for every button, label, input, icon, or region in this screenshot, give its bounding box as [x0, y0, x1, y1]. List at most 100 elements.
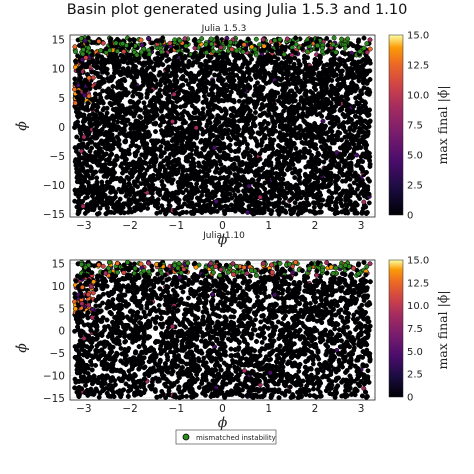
scatter-point — [257, 121, 263, 127]
scatter-point — [72, 187, 78, 193]
scatter-point — [155, 81, 160, 87]
scatter-point — [142, 152, 148, 157]
scatter-point — [236, 140, 242, 146]
scatter-point — [229, 195, 235, 201]
scatter-point — [367, 118, 373, 124]
scatter-point — [163, 211, 169, 217]
scatter-point — [193, 76, 199, 82]
scatter-point — [191, 143, 197, 148]
scatter-point — [141, 193, 147, 199]
scatter-point — [278, 133, 283, 138]
scatter-point — [247, 108, 253, 114]
scatter-point — [110, 84, 116, 89]
scatter-point — [333, 91, 338, 97]
scatter-point — [92, 127, 98, 133]
scatter-point — [280, 200, 286, 206]
scatter-point — [296, 89, 302, 95]
scatter-point — [142, 54, 148, 60]
scatter-point — [241, 99, 247, 105]
scatter-point — [236, 98, 242, 104]
scatter-point — [327, 163, 333, 168]
scatter-point — [292, 175, 298, 181]
scatter-point — [268, 161, 274, 167]
scatter-point — [159, 203, 165, 209]
scatter-point — [250, 178, 256, 183]
scatter-point — [125, 209, 131, 215]
scatter-point — [72, 44, 78, 50]
scatter-point — [308, 182, 314, 188]
scatter-point — [150, 73, 156, 79]
scatter-point — [123, 138, 129, 144]
scatter-point — [299, 46, 305, 52]
scatter-point — [80, 51, 86, 57]
scatter-point — [102, 119, 108, 125]
scatter-point — [178, 149, 184, 155]
scatter-point — [332, 211, 338, 217]
scatter-point — [274, 44, 280, 50]
scatter-point — [72, 198, 78, 204]
scatter-point — [365, 176, 371, 182]
scatter-point — [254, 138, 259, 144]
scatter-point — [179, 59, 185, 65]
scatter-point — [281, 51, 287, 57]
scatter-point — [183, 89, 189, 95]
scatter-point — [169, 100, 175, 106]
scatter-point — [76, 77, 81, 83]
scatter-point — [91, 98, 97, 103]
scatter-point — [82, 92, 88, 98]
scatter-point — [245, 61, 251, 67]
scatter-point — [126, 56, 132, 61]
scatter-point — [93, 169, 99, 175]
scatter-point — [184, 209, 190, 215]
scatter-point — [336, 162, 342, 168]
scatter-point — [347, 53, 353, 59]
scatter-point — [279, 76, 285, 81]
scatter-point — [187, 167, 193, 173]
scatter-point — [196, 160, 201, 166]
scatter-point — [81, 134, 87, 140]
scatter-point — [73, 49, 78, 55]
scatter-point — [318, 171, 324, 177]
scatter-point — [364, 49, 370, 55]
scatter-point — [319, 90, 325, 96]
scatter-point — [177, 38, 183, 44]
scatter-point — [274, 164, 279, 170]
scatter-point — [210, 65, 216, 71]
scatter-point — [336, 63, 341, 69]
scatter-point — [119, 177, 125, 183]
scatter-point — [203, 188, 209, 194]
scatter-point — [182, 97, 188, 103]
scatter-point — [323, 96, 329, 102]
scatter-point — [319, 49, 325, 55]
scatter-point — [138, 49, 144, 55]
scatter-point — [267, 136, 273, 142]
scatter-point — [350, 81, 356, 87]
scatter-point — [120, 166, 126, 172]
scatter-point — [175, 126, 181, 132]
scatter-point — [220, 190, 226, 196]
scatter-point — [213, 203, 219, 209]
scatter-point — [350, 154, 356, 160]
scatter-point — [172, 37, 178, 43]
scatter-point — [93, 85, 99, 91]
scatter-point — [162, 167, 168, 173]
scatter-point — [172, 54, 178, 60]
scatter-point — [326, 195, 332, 201]
scatter-point — [221, 208, 227, 214]
scatter-point — [349, 190, 355, 196]
scatter-point — [294, 169, 300, 175]
scatter-point — [229, 76, 235, 81]
scatter-point — [207, 70, 213, 76]
scatter-point — [156, 91, 162, 97]
scatter-point — [201, 93, 207, 99]
scatter-point — [355, 68, 361, 74]
scatter-point — [324, 36, 330, 41]
scatter-point — [86, 45, 91, 51]
scatter-point — [167, 82, 173, 88]
scatter-point — [348, 66, 354, 71]
scatter-point — [181, 103, 187, 109]
scatter-point — [318, 209, 324, 215]
scatter-point — [229, 120, 235, 126]
scatter-point — [174, 99, 180, 104]
scatter-point — [89, 193, 95, 199]
